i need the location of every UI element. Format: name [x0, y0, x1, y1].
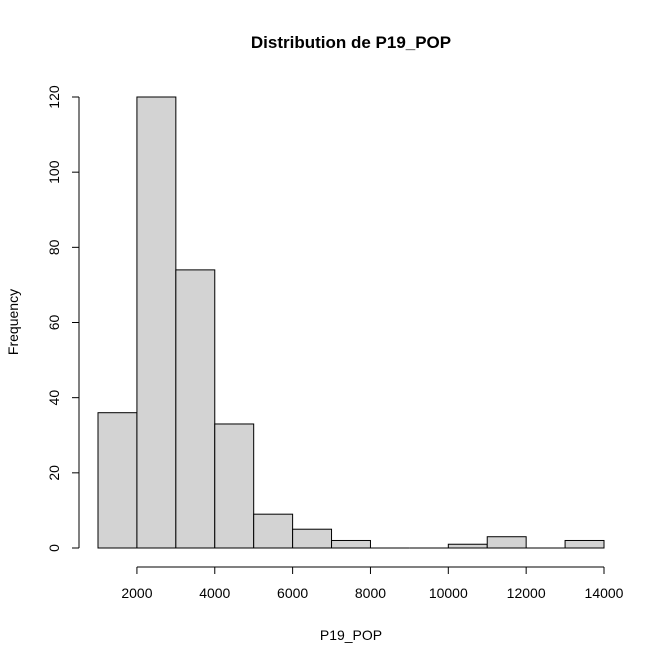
y-axis: 0 20 40 60 80 100 120 [46, 85, 80, 552]
y-axis-label: Frequency [5, 289, 21, 355]
x-tick-label-1: 4000 [199, 585, 230, 601]
histogram-bar-4 [253, 513, 294, 549]
x-tick-label-0: 2000 [121, 585, 152, 601]
histogram-bar-6 [331, 539, 371, 549]
y-tick-label-6: 120 [46, 85, 62, 109]
histogram-bar-1 [136, 96, 177, 549]
y-tick-label-2: 40 [46, 390, 62, 406]
histogram-bar-12 [564, 539, 605, 549]
histogram-bar-5 [292, 528, 333, 549]
x-tick-label-5: 12000 [507, 585, 546, 601]
x-tick-label-4: 10000 [429, 585, 468, 601]
histogram-bar-2 [175, 269, 216, 549]
y-tick-label-3: 60 [46, 315, 62, 331]
y-tick-label-0: 0 [46, 544, 62, 552]
x-tick-label-6: 14000 [585, 585, 624, 601]
x-tick-label-3: 8000 [355, 585, 386, 601]
x-axis: 2000 4000 6000 8000 10000 12000 14000 [121, 566, 624, 601]
x-axis-label: P19_POP [320, 627, 382, 643]
histogram-bar-9 [447, 543, 488, 549]
histogram-bar-3 [214, 423, 255, 549]
x-tick-label-2: 6000 [277, 585, 308, 601]
y-tick-label-5: 100 [46, 160, 62, 184]
y-tick-label-1: 20 [46, 465, 62, 481]
histogram-bar-0 [97, 412, 138, 549]
y-tick-label-4: 80 [46, 239, 62, 255]
bars-group [97, 96, 605, 549]
histogram-bar-10 [486, 536, 527, 549]
chart-title: Distribution de P19_POP [251, 33, 451, 52]
